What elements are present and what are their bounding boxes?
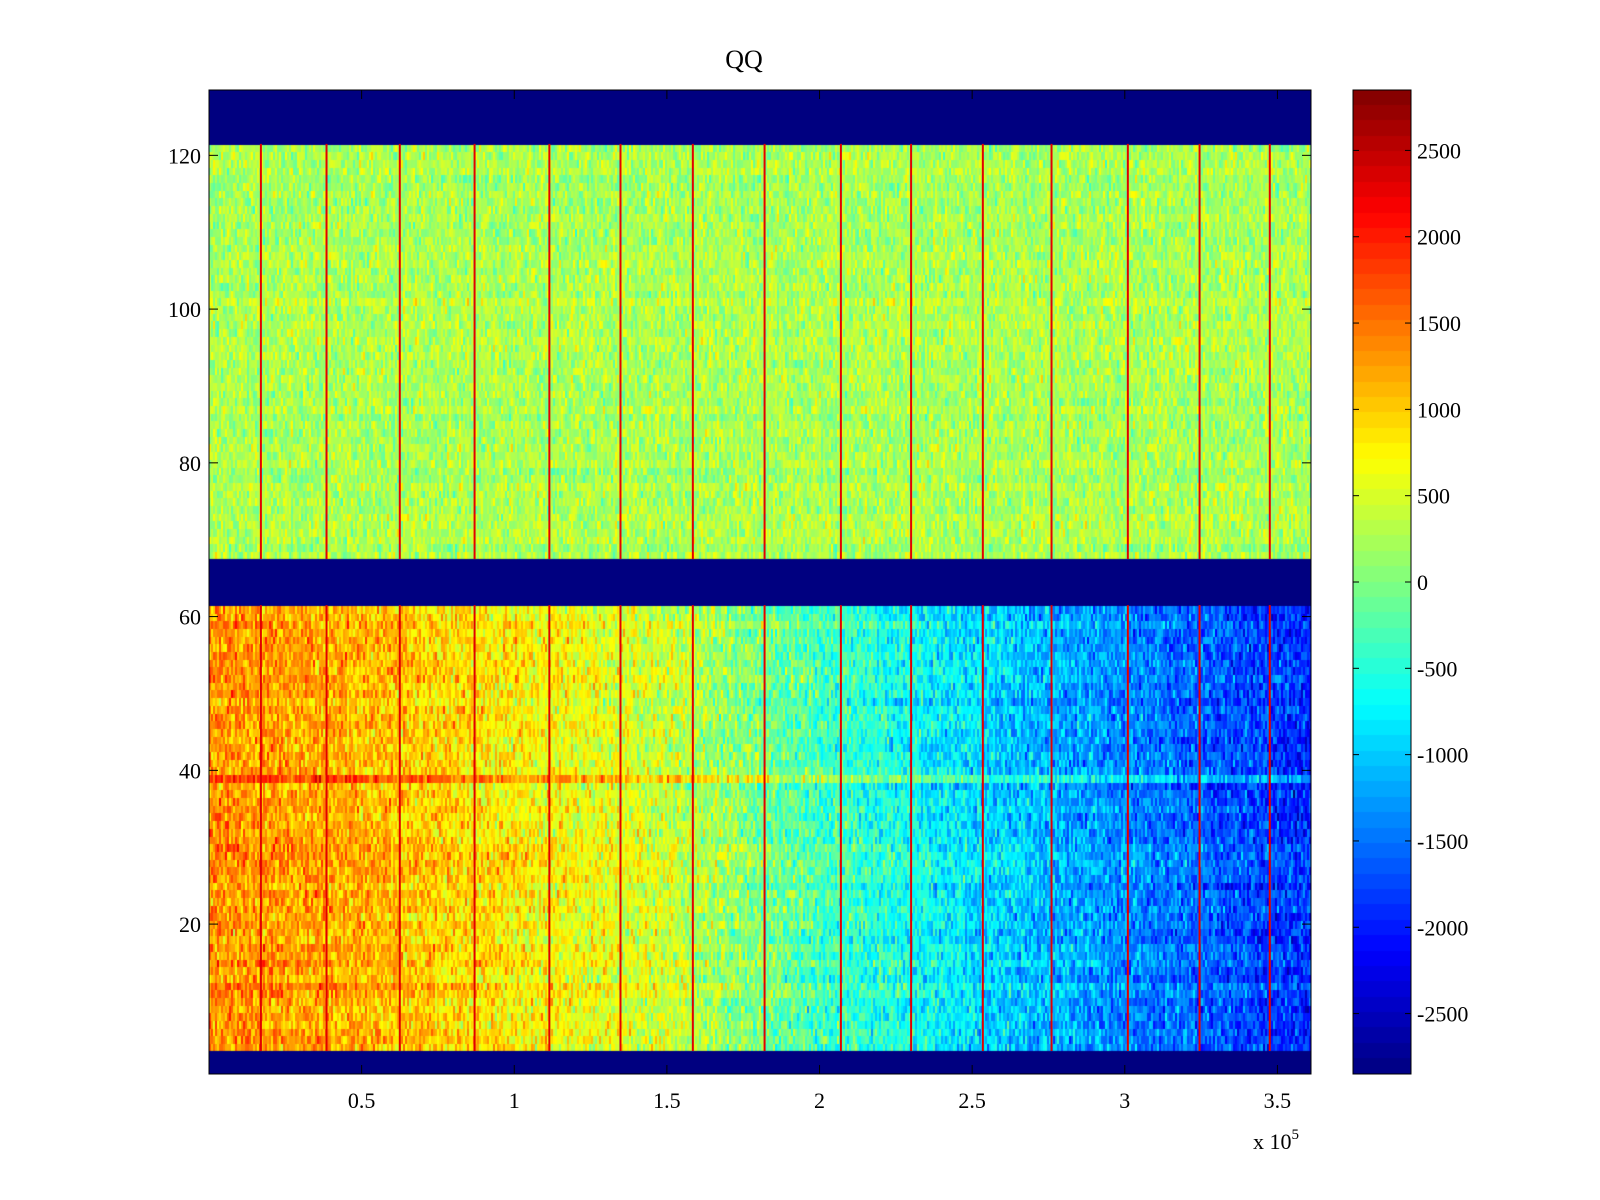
colorbar-tick-label: 1500 (1417, 311, 1461, 336)
x-tick-label: 2.5 (958, 1088, 986, 1113)
x-tick-label: 0.5 (348, 1088, 376, 1113)
colorbar-tick-label: -500 (1417, 656, 1457, 681)
colorbar-tick-label: 0 (1417, 570, 1428, 595)
x-tick-label: 3 (1119, 1088, 1130, 1113)
colorbar-gradient (1353, 90, 1411, 1074)
colorbar-tick-label: 1000 (1417, 397, 1461, 422)
colorbar-tick-label: 2500 (1417, 138, 1461, 163)
y-tick-label: 80 (179, 451, 201, 476)
x-tick-label: 1.5 (653, 1088, 681, 1113)
colorbar-ticks: 2500 2000 1500 1000 500 0 -500 -1000 -1500 -2000 -… (1353, 138, 1468, 1027)
vertical-spike-lines (259, 143, 1271, 1051)
x-tick-label: 1 (509, 1088, 520, 1113)
colorbar-tick-label: -1000 (1417, 743, 1468, 768)
colorbar-tick-label: -2500 (1417, 1002, 1468, 1027)
heatmap-image (209, 90, 1311, 1074)
colorbar-tick-label: 500 (1417, 484, 1450, 509)
y-tick-label: 60 (179, 605, 201, 630)
y-axis: 20 40 60 80 100 120 (168, 143, 1311, 937)
x-tick-label: 2 (814, 1088, 825, 1113)
y-tick-label: 20 (179, 912, 201, 937)
colorbar-tick-label: -2000 (1417, 915, 1468, 940)
x-axis: 0.5 1 1.5 2 2.5 3 3.5 (348, 90, 1291, 1113)
plot-frame (208, 89, 1312, 1075)
heatmap-plot (208, 89, 1312, 1075)
x-exponent-label: x 105 (1253, 1127, 1299, 1154)
chart-title: QQ (725, 45, 763, 74)
colorbar: 2500 2000 1500 1000 500 0 -500 -1000 -1500 -2000 -… (1352, 89, 1468, 1075)
y-tick-label: 120 (168, 143, 201, 168)
x-exponent-base: x 10 (1253, 1129, 1292, 1154)
y-tick-label: 100 (168, 297, 201, 322)
x-exponent-power: 5 (1292, 1127, 1300, 1143)
x-tick-label: 3.5 (1264, 1088, 1292, 1113)
colorbar-tick-label: -1500 (1417, 829, 1468, 854)
y-tick-label: 40 (179, 758, 201, 783)
colorbar-tick-label: 2000 (1417, 225, 1461, 250)
